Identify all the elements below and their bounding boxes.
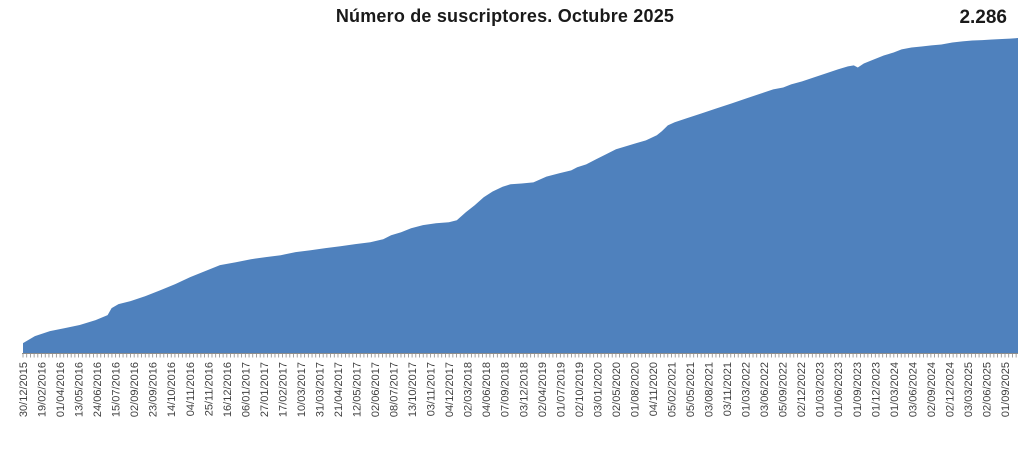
chart-title: Número de suscriptores. Octubre 2025 bbox=[335, 6, 675, 26]
x-axis-label: 01/06/2023 bbox=[833, 362, 845, 417]
x-axis-label: 02/06/2017 bbox=[370, 362, 382, 417]
x-axis-label: 15/07/2016 bbox=[111, 362, 123, 417]
x-axis-label: 03/08/2021 bbox=[704, 362, 716, 417]
x-axis-label: 04/11/2020 bbox=[648, 362, 660, 416]
x-axis-label: 02/10/2019 bbox=[574, 362, 586, 417]
x-axis-label: 12/05/2017 bbox=[352, 362, 364, 417]
x-axis-label: 01/08/2020 bbox=[629, 362, 641, 417]
x-axis-label: 03/06/2024 bbox=[907, 362, 919, 417]
x-axis-label: 02/09/2016 bbox=[129, 362, 141, 417]
x-axis-label: 05/09/2022 bbox=[778, 362, 790, 417]
x-axis-label: 13/05/2016 bbox=[74, 362, 86, 417]
final-value-label: 2.286 bbox=[959, 7, 1007, 28]
x-axis-label: 02/03/2018 bbox=[463, 362, 475, 417]
x-axis-label: 02/09/2024 bbox=[926, 362, 938, 417]
x-axis-label: 02/12/2022 bbox=[796, 362, 808, 417]
x-axis-label: 19/02/2016 bbox=[37, 362, 49, 417]
x-axis-label: 01/12/2023 bbox=[870, 362, 882, 417]
x-axis-label: 01/09/2025 bbox=[1000, 362, 1012, 417]
x-axis-label: 02/06/2025 bbox=[982, 362, 994, 417]
x-axis-label: 05/05/2021 bbox=[685, 362, 697, 417]
x-axis-label: 16/12/2016 bbox=[222, 362, 234, 417]
x-axis-label: 02/12/2024 bbox=[944, 362, 956, 417]
x-axis-label: 31/03/2017 bbox=[315, 362, 327, 417]
x-axis-label: 01/03/2024 bbox=[889, 362, 901, 417]
x-axis-label: 04/12/2017 bbox=[444, 362, 456, 417]
x-axis-label: 03/11/2017 bbox=[426, 362, 438, 416]
x-axis-label: 05/02/2021 bbox=[667, 362, 679, 417]
x-axis-label: 03/12/2018 bbox=[518, 362, 530, 417]
x-axis-label: 07/09/2018 bbox=[500, 362, 512, 417]
x-axis-label: 06/01/2017 bbox=[240, 362, 252, 417]
area-series bbox=[23, 38, 1018, 353]
x-axis-label: 03/11/2021 bbox=[722, 362, 734, 416]
x-axis-label: 24/06/2016 bbox=[92, 362, 104, 417]
x-axis-label: 03/03/2025 bbox=[963, 362, 975, 417]
x-axis-label: 08/07/2017 bbox=[389, 362, 401, 417]
x-axis-label: 02/05/2020 bbox=[611, 362, 623, 417]
x-axis-label: 03/01/2020 bbox=[592, 362, 604, 417]
x-axis-label: 02/04/2019 bbox=[537, 362, 549, 417]
x-axis-label: 01/09/2023 bbox=[852, 362, 864, 417]
x-axis-label: 21/04/2017 bbox=[333, 362, 345, 417]
x-axis-label: 03/06/2022 bbox=[759, 362, 771, 417]
x-axis-label: 25/11/2016 bbox=[203, 362, 215, 416]
x-axis-label: 04/11/2016 bbox=[185, 362, 197, 416]
x-axis-label: 13/10/2017 bbox=[407, 362, 419, 417]
x-axis-label: 01/04/2016 bbox=[55, 362, 67, 417]
x-axis-label: 01/03/2022 bbox=[741, 362, 753, 417]
x-axis-label: 10/03/2017 bbox=[296, 362, 308, 417]
x-axis-label: 27/01/2017 bbox=[259, 362, 271, 417]
x-axis-label: 23/09/2016 bbox=[148, 362, 160, 417]
x-axis-label: 04/06/2018 bbox=[481, 362, 493, 417]
x-axis-label: 01/03/2023 bbox=[815, 362, 827, 417]
x-axis-label: 14/10/2016 bbox=[166, 362, 178, 417]
x-axis-label: 17/02/2017 bbox=[277, 362, 289, 417]
x-axis-label: 30/12/2015 bbox=[18, 362, 30, 417]
x-axis-label: 01/07/2019 bbox=[555, 362, 567, 417]
